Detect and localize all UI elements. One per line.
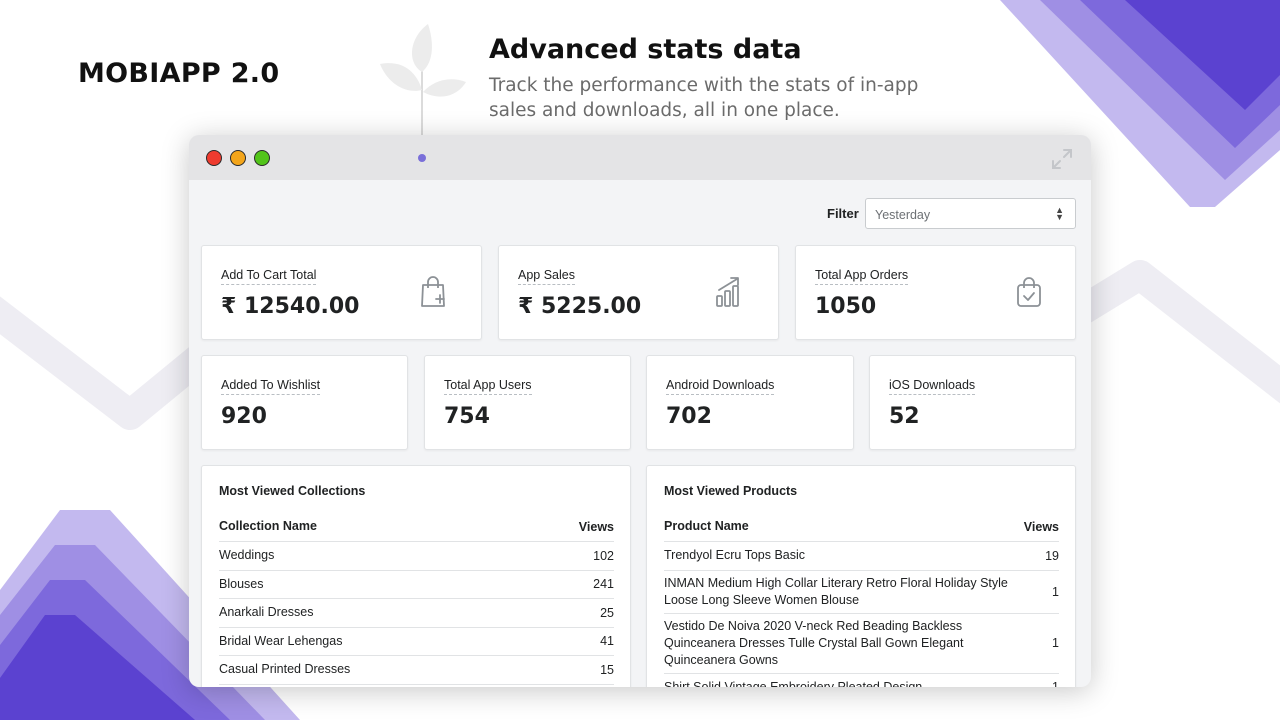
stat-label: Added To Wishlist	[221, 378, 321, 395]
stat-label: App Sales	[518, 268, 575, 285]
product-name: Trendyol Ecru Tops Basic	[664, 548, 806, 563]
stat-card-ios-downloads: iOS Downloads 52	[869, 355, 1076, 450]
table-header-row: Collection Name Views	[219, 512, 614, 542]
window-titlebar	[189, 135, 1091, 180]
collection-views: 41	[600, 634, 614, 649]
products-table: Product Name Views Trendyol Ecru Tops Ba…	[664, 512, 1059, 687]
maximize-window-button[interactable]	[254, 150, 270, 166]
filter-selected-value: Yesterday	[875, 208, 931, 222]
growth-chart-icon	[716, 277, 739, 307]
table-row[interactable]: Vestido De Noiva 2020 V-neck Red Beading…	[664, 614, 1059, 674]
collection-views: 25	[600, 605, 614, 620]
stat-card-app-sales: App Sales ₹ 5225.00	[498, 245, 779, 340]
product-views: 1	[1052, 680, 1059, 687]
shopping-bag-plus-icon	[421, 276, 445, 307]
stat-value: ₹ 12540.00	[221, 294, 360, 319]
collection-name: Blouses	[219, 576, 264, 591]
stat-value: 754	[444, 404, 490, 429]
dashboard-content: Filter Yesterday ▲ ▼ Add To Cart Total ₹ …	[189, 180, 1091, 687]
stat-value: 1050	[815, 294, 877, 319]
pointer-dot	[418, 154, 426, 162]
table-row[interactable]: Trendyol Ecru Tops Basic 19	[664, 542, 1059, 571]
stat-card-app-users: Total App Users 754	[424, 355, 631, 450]
column-header: Product Name	[664, 519, 749, 533]
window-controls	[206, 150, 270, 166]
product-name: Shirt Solid Vintage Embroidery Pleated D…	[664, 679, 923, 687]
table-header-row: Product Name Views	[664, 512, 1059, 542]
close-window-button[interactable]	[206, 150, 222, 166]
stat-card-add-to-cart: Add To Cart Total ₹ 12540.00	[201, 245, 482, 340]
hero-subtitle: Track the performance with the stats of …	[489, 75, 919, 121]
stat-card-wishlist: Added To Wishlist 920	[201, 355, 408, 450]
collection-views: 241	[593, 577, 614, 592]
table-row[interactable]: Shirt Solid Vintage Embroidery Pleated D…	[664, 674, 1059, 687]
stat-value: ₹ 5225.00	[518, 294, 642, 319]
stat-label: Total App Users	[444, 378, 532, 395]
expand-icon[interactable]	[1051, 148, 1073, 170]
stat-card-total-orders: Total App Orders 1050	[795, 245, 1076, 340]
stat-label: Android Downloads	[666, 378, 775, 395]
collection-views: 102	[593, 548, 614, 563]
product-views: 19	[1045, 548, 1059, 563]
table-row[interactable]: Bridal Wear Lehengas 41	[219, 628, 614, 656]
product-views: 1	[1052, 636, 1059, 650]
most-viewed-collections-card: Most Viewed Collections Collection Name …	[201, 465, 631, 687]
brand-logo-text: MOBIAPP 2.0	[78, 58, 280, 89]
minimize-window-button[interactable]	[230, 150, 246, 166]
table-row[interactable]: Casual Printed Dresses 15	[219, 656, 614, 685]
table-row[interactable]: Anarkali Dresses 25	[219, 599, 614, 628]
app-window: Filter Yesterday ▲ ▼ Add To Cart Total ₹ …	[189, 135, 1091, 687]
stat-label: Add To Cart Total	[221, 268, 317, 285]
product-name: Vestido De Noiva 2020 V-neck Red Beading…	[664, 618, 964, 667]
select-arrows-icon: ▲ ▼	[1055, 205, 1064, 222]
stat-label: Total App Orders	[815, 268, 909, 285]
stat-card-android-downloads: Android Downloads 702	[646, 355, 854, 450]
stat-value: 920	[221, 404, 267, 429]
bag-check-icon	[1017, 277, 1041, 307]
column-header: Views	[578, 519, 614, 534]
collection-views: 15	[600, 662, 614, 677]
product-views: 1	[1052, 584, 1059, 599]
column-header: Collection Name	[219, 519, 317, 533]
column-header: Views	[1023, 519, 1059, 534]
filter-label: Filter	[827, 206, 859, 221]
table-row[interactable]: Weddings 102	[219, 542, 614, 571]
stat-value: 702	[666, 404, 712, 429]
leaf-icon	[380, 24, 466, 142]
collection-name: Anarkali Dresses	[219, 605, 314, 620]
hero-title: Advanced stats data	[489, 34, 802, 65]
product-name: INMAN Medium High Collar Literary Retro …	[664, 575, 1008, 607]
collections-table: Collection Name Views Weddings 102 Blous…	[219, 512, 614, 685]
table-row[interactable]: INMAN Medium High Collar Literary Retro …	[664, 571, 1059, 614]
stat-value: 52	[889, 404, 920, 429]
card-title: Most Viewed Collections	[219, 484, 366, 498]
card-title: Most Viewed Products	[664, 484, 798, 498]
collection-name: Casual Printed Dresses	[219, 662, 351, 677]
stat-label: iOS Downloads	[889, 378, 976, 395]
collection-name: Bridal Wear Lehengas	[219, 633, 343, 648]
most-viewed-products-card: Most Viewed Products Product Name Views …	[646, 465, 1076, 687]
collection-name: Weddings	[219, 548, 275, 563]
table-row[interactable]: Blouses 241	[219, 571, 614, 599]
filter-select[interactable]: Yesterday ▲ ▼	[865, 198, 1076, 229]
